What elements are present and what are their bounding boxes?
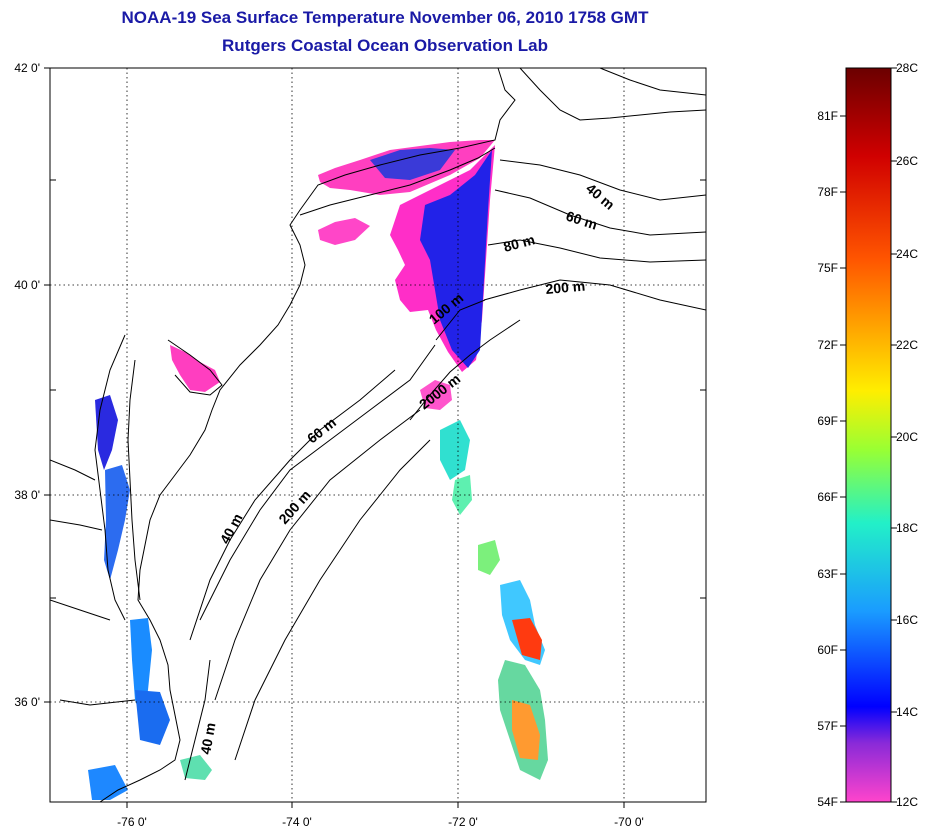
scale-f-78: 78F: [817, 185, 838, 199]
graticule: [50, 68, 706, 802]
coastline-chesapeake-east: [127, 359, 141, 601]
scale-f-60: 60F: [817, 643, 838, 657]
scale-f-75: 75F: [817, 261, 838, 275]
sst-patch-li-sound: [370, 148, 455, 180]
sst-patch-delaware-bay: [170, 345, 220, 392]
scale-c-18: 18C: [896, 521, 918, 535]
depth-label-200m-ne: 200 m: [545, 278, 586, 297]
scale-f-72: 72F: [817, 338, 838, 352]
sst-patch-albemarle: [135, 690, 170, 745]
map-content: [50, 68, 706, 802]
sst-patch-ny-bight-blue: [420, 150, 492, 368]
scale-c-12: 12C: [896, 795, 918, 809]
scale-c-22: 22C: [896, 338, 918, 352]
lon-label-74: -74 0': [282, 815, 312, 829]
scale-c-28: 28C: [896, 61, 918, 75]
scale-f-57: 57F: [817, 719, 838, 733]
coastline: [50, 68, 706, 802]
coastline-delaware-bay: [167, 339, 223, 396]
contour-200m-ne: [483, 279, 706, 311]
depth-label-40m-s: 40 m: [197, 721, 218, 755]
lat-label-40: 40 0': [14, 278, 40, 292]
map-subtitle: Rutgers Coastal Ocean Observation Lab: [222, 36, 548, 55]
sst-patch-green: [478, 540, 500, 575]
lon-label-76: -76 0': [117, 815, 147, 829]
sst-patch-gulf-stream-red: [512, 618, 542, 660]
scale-c-14: 14C: [896, 705, 918, 719]
scale-c-20: 20C: [896, 430, 918, 444]
depth-label-80m-ne: 80 m: [502, 231, 537, 255]
sst-patch-shelf-edge: [420, 380, 452, 410]
scale-c-26: 26C: [896, 154, 918, 168]
sst-patch-hatteras: [180, 755, 212, 780]
scale-f-66: 66F: [817, 490, 838, 504]
ticks: [44, 67, 706, 808]
bathymetry-contours: [184, 159, 706, 781]
coastline-main: [99, 68, 516, 802]
lat-label-42: 42 0': [14, 61, 40, 75]
sst-patch-chesapeake-n: [95, 395, 118, 470]
sst-patch-pamlico: [88, 765, 128, 800]
lon-label-72: -72 0': [448, 815, 478, 829]
contour-40m-sw: [189, 369, 396, 641]
contour-2000m: [409, 319, 521, 421]
scale-c-24: 24C: [896, 247, 918, 261]
contour-100m: [435, 299, 486, 341]
coastline-rivers: [50, 459, 136, 706]
lon-label-70: -70 0': [614, 815, 644, 829]
lat-label-36: 36 0': [14, 695, 40, 709]
scale-f-69: 69F: [817, 414, 838, 428]
scale-c-16: 16C: [896, 613, 918, 627]
coastline-chesapeake-west: [94, 334, 126, 621]
map-title: NOAA-19 Sea Surface Temperature November…: [121, 8, 649, 27]
contour-60m-sw: [199, 344, 436, 621]
coastline-long-island: [299, 147, 496, 216]
sst-patches: [88, 140, 548, 800]
contour-40m-s: [184, 659, 211, 781]
sst-patch-chesapeake: [104, 465, 130, 580]
coastline-new-england: [519, 68, 706, 121]
colorbar-ticks: [840, 67, 897, 803]
temperature-colorbar: [845, 67, 892, 803]
scale-f-54: 54F: [817, 795, 838, 809]
contour-2000m-sw: [234, 439, 431, 761]
lat-label-38: 38 0': [14, 488, 40, 502]
contour-40m-ne: [499, 159, 706, 201]
sst-patch-gulf-stream-orange: [512, 700, 540, 760]
sst-patch-nj-shelf: [318, 218, 370, 245]
sst-patch-cyan-a: [440, 420, 470, 480]
contour-80m-ne: [487, 239, 706, 263]
contour-200m-sw: [214, 409, 421, 701]
scale-f-63: 63F: [817, 567, 838, 581]
sst-patch-cyan-b: [452, 475, 472, 515]
contour-60m-ne: [494, 189, 706, 236]
scale-f-81: 81F: [817, 109, 838, 123]
